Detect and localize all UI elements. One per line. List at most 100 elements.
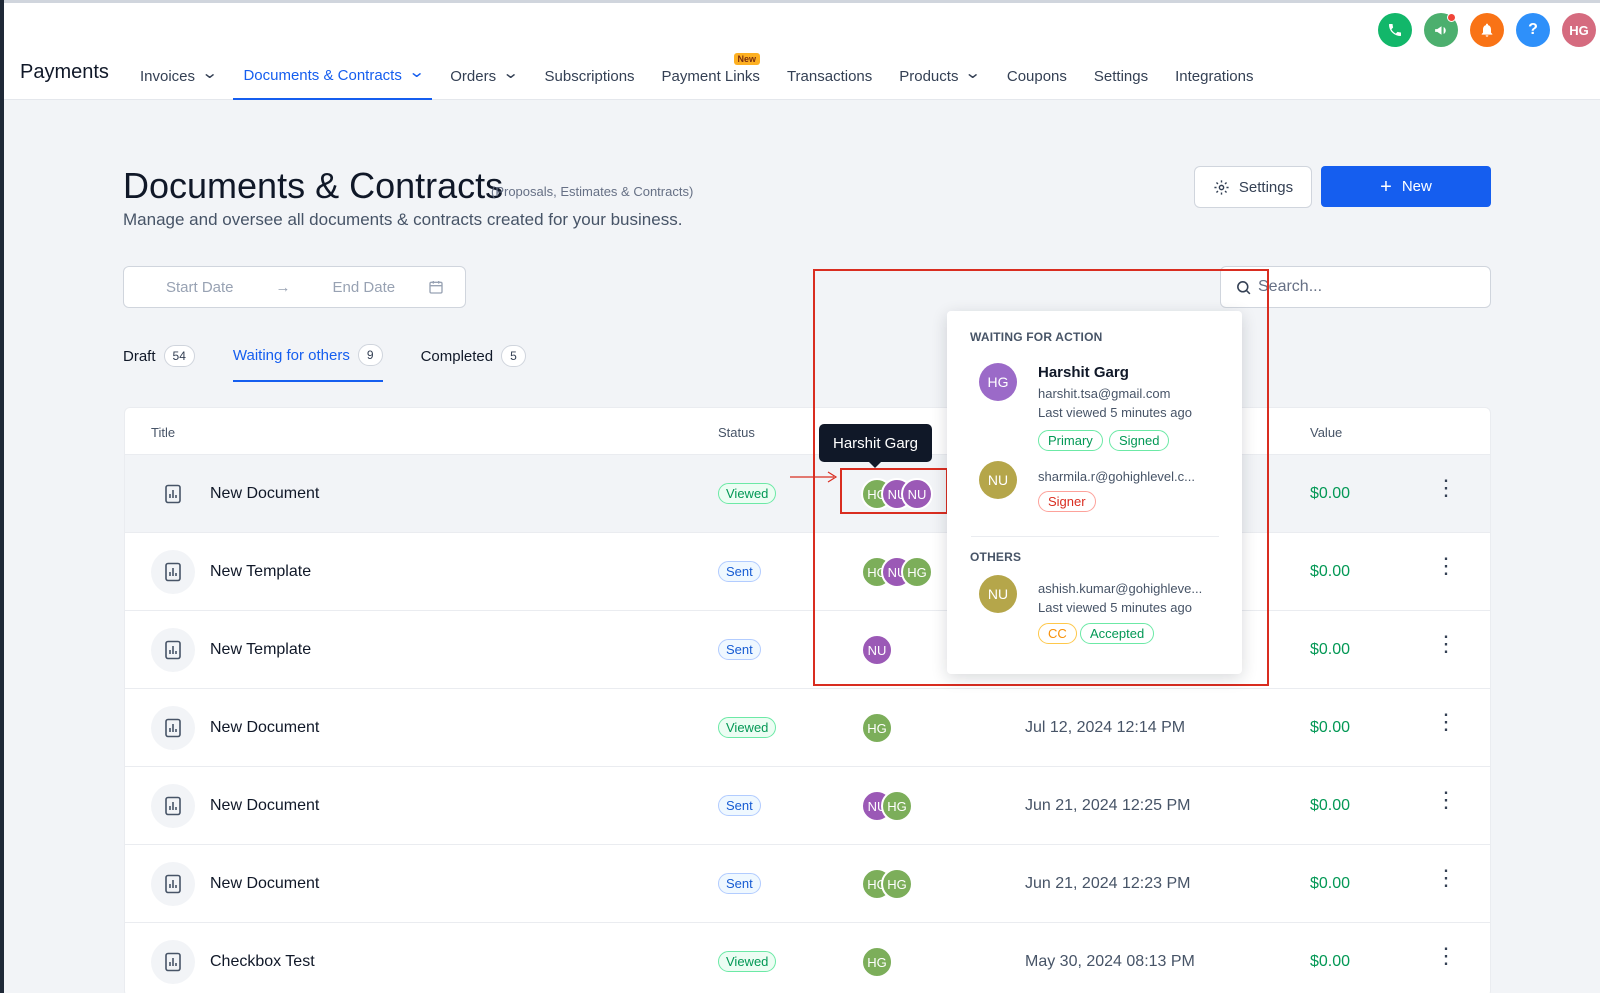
document-value: $0.00 (1310, 797, 1351, 814)
document-title[interactable]: New Document (210, 797, 320, 814)
last-updated: Jul 12, 2024 12:14 PM (1025, 719, 1186, 736)
search-input[interactable]: Search... (1220, 266, 1491, 308)
col-title: Title (151, 425, 176, 440)
nav-item-documents-contracts[interactable]: Documents & Contracts ⌄ (233, 64, 433, 100)
documents-table: Title Status Value New Document Viewed HG N… (124, 407, 1491, 993)
document-title[interactable]: New Template (210, 563, 312, 580)
avatar[interactable]: NU (861, 634, 893, 666)
tab-label: Draft (123, 347, 156, 365)
recipient-avatar: NU (979, 575, 1017, 613)
document-value: $0.00 (1310, 953, 1351, 970)
tag-signer: Signer (1038, 491, 1096, 512)
tab-count-badge: 9 (357, 344, 383, 366)
more-options-icon[interactable]: ⋮ (1435, 943, 1457, 968)
more-options-icon[interactable]: ⋮ (1435, 709, 1457, 734)
waiting-heading: WAITING FOR ACTION (970, 330, 1103, 344)
bell-icon[interactable] (1470, 13, 1504, 47)
document-title[interactable]: New Document (210, 719, 320, 736)
more-options-icon[interactable]: ⋮ (1435, 787, 1457, 812)
nav-item-payment-links[interactable]: Payment Links New (652, 53, 769, 100)
recipient-avatars[interactable]: HG HG (861, 868, 913, 900)
start-date-input[interactable]: Start Date (166, 278, 234, 296)
document-icon (151, 706, 195, 750)
table-row[interactable]: New Document Viewed HG NU NU $0.00 ⋮ (125, 455, 1490, 533)
avatar[interactable]: HG (861, 712, 893, 744)
help-icon[interactable]: ? (1516, 13, 1550, 47)
nav-item-transactions[interactable]: Transactions (777, 67, 881, 100)
nav-item-subscriptions[interactable]: Subscriptions (535, 67, 644, 100)
table-row[interactable]: New Document Sent HG HG Jun 21, 2024 12:23 P… (125, 845, 1490, 923)
nav-item-label: Documents & Contracts (243, 67, 402, 84)
avatar[interactable]: HG (861, 946, 893, 978)
megaphone-icon[interactable] (1424, 13, 1458, 47)
recipient-avatars[interactable]: HG NU HG (861, 556, 933, 588)
avatar-tooltip: Harshit Garg (819, 424, 932, 468)
document-title[interactable]: Checkbox Test (210, 953, 315, 970)
table-row[interactable]: New Document Viewed HG Jul 12, 2024 12:14 P… (125, 689, 1490, 767)
table-row[interactable]: New Template Sent HG NU HG $0.00 ⋮ (125, 533, 1490, 611)
table-row[interactable]: Checkbox Test Viewed HG May 30, 2024 08:13 … (125, 923, 1490, 993)
tab-waiting-for-others[interactable]: Waiting for others 9 (232, 344, 383, 382)
chevron-down-icon: ⌄ (407, 63, 426, 81)
more-options-icon[interactable]: ⋮ (1435, 475, 1457, 500)
tag-primary: Primary (1038, 430, 1103, 451)
status-badge: Sent (718, 639, 761, 660)
table-row[interactable]: New Template Sent NU $0.00 ⋮ (125, 611, 1490, 689)
recipient-last-viewed: Last viewed 5 minutes ago (1038, 405, 1192, 420)
others-heading: OTHERS (970, 550, 1022, 564)
table-body: New Document Viewed HG NU NU $0.00 ⋮ New Templa… (125, 455, 1490, 993)
more-options-icon[interactable]: ⋮ (1435, 631, 1457, 656)
settings-button[interactable]: Settings (1194, 166, 1312, 208)
avatar[interactable]: HG (901, 556, 933, 588)
date-range-picker[interactable]: Start Date → End Date (123, 266, 466, 308)
table-row[interactable]: New Document Sent NU HG Jun 21, 2024 12:25 P… (125, 767, 1490, 845)
document-title[interactable]: New Document (210, 485, 320, 502)
end-date-input[interactable]: End Date (332, 278, 396, 296)
phone-icon[interactable] (1378, 13, 1412, 47)
avatar[interactable]: HG (881, 790, 913, 822)
table-header: Title Status Value (125, 408, 1490, 455)
nav-item-integrations[interactable]: Integrations (1165, 67, 1262, 100)
left-edge (0, 0, 4, 993)
nav-item-invoices[interactable]: Invoices ⌄ (130, 65, 225, 100)
settings-button-label: Settings (1238, 178, 1294, 196)
tab-label: Completed (420, 347, 494, 365)
avatar[interactable]: NU (901, 478, 933, 510)
recipient-avatars[interactable]: NU HG (861, 790, 913, 822)
new-button[interactable]: + New (1321, 166, 1491, 207)
nav-item-orders[interactable]: Orders ⌄ (440, 65, 526, 100)
top-icons: ? HG (1378, 13, 1596, 47)
more-options-icon[interactable]: ⋮ (1435, 865, 1457, 890)
annotation-arrow (790, 471, 838, 483)
last-updated: Jun 21, 2024 12:25 PM (1025, 797, 1191, 814)
more-options-icon[interactable]: ⋮ (1435, 553, 1457, 578)
status-badge: Sent (718, 795, 761, 816)
nav-item-coupons[interactable]: Coupons (997, 67, 1076, 100)
status-badge: Viewed (718, 951, 777, 972)
recipient-avatars[interactable]: HG (861, 712, 893, 744)
gear-icon (1214, 179, 1229, 195)
document-title[interactable]: New Template (210, 641, 312, 658)
document-icon (151, 940, 195, 984)
tab-draft[interactable]: Draft 54 (123, 344, 195, 382)
document-value: $0.00 (1310, 563, 1351, 580)
document-value: $0.00 (1310, 875, 1351, 892)
recipient-avatars[interactable]: HG NU NU (861, 478, 933, 510)
recipient-avatars[interactable]: HG (861, 946, 893, 978)
chevron-down-icon: ⌄ (502, 64, 520, 82)
tab-completed[interactable]: Completed 5 (421, 344, 526, 382)
page-description: Manage and oversee all documents & contr… (123, 210, 683, 229)
nav-item-settings[interactable]: Settings (1084, 67, 1157, 100)
recipient-avatars[interactable]: NU (861, 634, 893, 666)
user-avatar[interactable]: HG (1562, 13, 1596, 47)
document-title[interactable]: New Document (210, 875, 320, 892)
calendar-icon (429, 281, 443, 294)
main-nav: Invoices ⌄ Documents & Contracts ⌄ Orders ⌄ Su… (130, 53, 1271, 100)
avatar[interactable]: HG (881, 868, 913, 900)
nav-item-products[interactable]: Products ⌄ (889, 65, 989, 100)
new-button-label: New (1401, 178, 1432, 195)
app-brand: Payments (20, 61, 109, 83)
nav-item-label: Orders (450, 68, 497, 85)
document-icon (151, 628, 195, 672)
document-icon (151, 862, 195, 906)
